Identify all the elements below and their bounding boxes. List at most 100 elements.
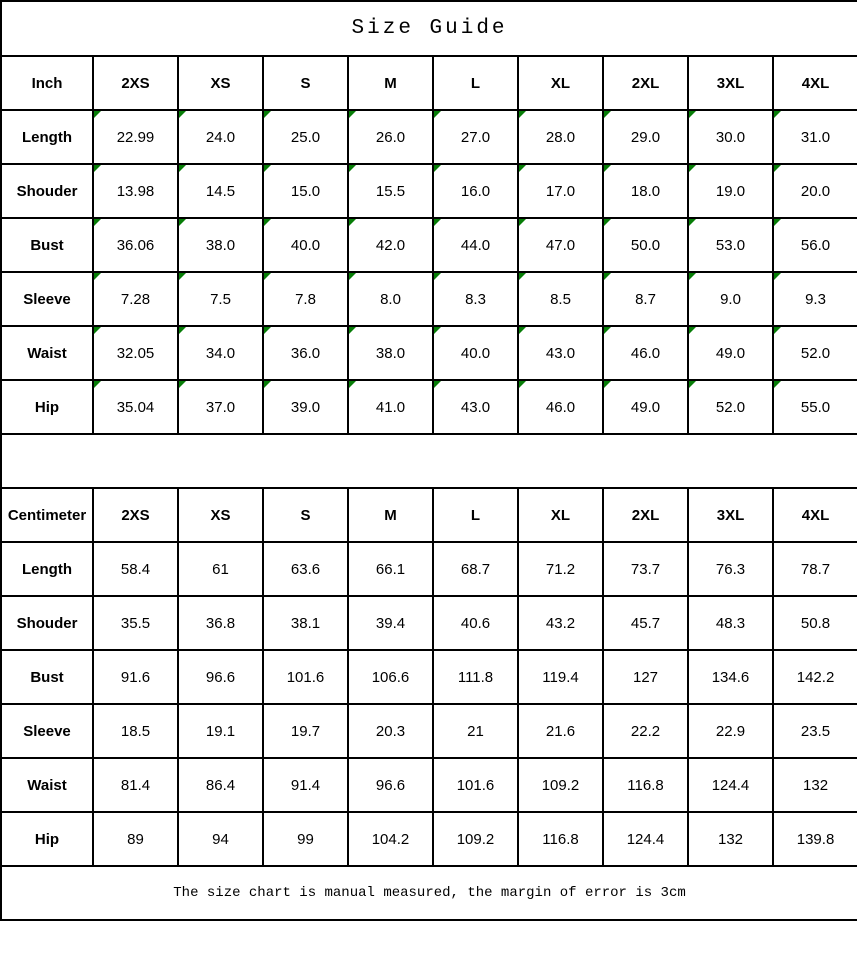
measure-label-cell: Bust xyxy=(0,649,94,705)
value-cell: 8.5 xyxy=(517,271,604,327)
text-format-flag-icon xyxy=(690,166,696,172)
value-cell: 142.2 xyxy=(771,649,857,705)
value-cell: 96.6 xyxy=(177,649,264,705)
value-cell: 86.4 xyxy=(177,757,264,813)
text-format-flag-icon xyxy=(520,274,526,280)
text-format-flag-icon xyxy=(180,220,186,226)
value-cell: 8.7 xyxy=(602,271,689,327)
text-format-flag-icon xyxy=(520,220,526,226)
value-cell: 49.0 xyxy=(602,379,689,435)
value-cell: 8.3 xyxy=(432,271,519,327)
value-cell: 28.0 xyxy=(517,109,604,165)
value-cell: 41.0 xyxy=(347,379,434,435)
value-cell: 23.5 xyxy=(771,703,857,759)
value-cell: 48.3 xyxy=(687,595,774,651)
value-cell: 42.0 xyxy=(347,217,434,273)
text-format-flag-icon xyxy=(350,274,356,280)
value-cell: 7.5 xyxy=(177,271,264,327)
centimeter-row-sleeve: Sleeve 18.5 19.1 19.7 20.3 21 21.6 22.2 22.9 23.5 xyxy=(0,703,857,759)
value-cell: 116.8 xyxy=(517,811,604,867)
inch-row-shouder: Shouder 13.98 14.5 15.0 15.5 16.0 17.0 18.0 19.0… xyxy=(0,163,857,219)
value-cell: 30.0 xyxy=(687,109,774,165)
text-format-flag-icon xyxy=(775,166,781,172)
text-format-flag-icon xyxy=(690,382,696,388)
value-cell: 52.0 xyxy=(771,325,857,381)
value-cell: 9.3 xyxy=(771,271,857,327)
inch-row-bust: Bust 36.06 38.0 40.0 42.0 44.0 47.0 50.0 53.0 56.… xyxy=(0,217,857,273)
value-cell: 50.8 xyxy=(771,595,857,651)
centimeter-row-length: Length 58.4 61 63.6 66.1 68.7 71.2 73.7 76.3 78.7 xyxy=(0,541,857,597)
value-cell: 119.4 xyxy=(517,649,604,705)
text-format-flag-icon xyxy=(775,328,781,334)
value-cell: 24.0 xyxy=(177,109,264,165)
value-cell: 55.0 xyxy=(771,379,857,435)
inch-row-waist: Waist 32.05 34.0 36.0 38.0 40.0 43.0 46.0 49.0 52… xyxy=(0,325,857,381)
value-cell: 19.1 xyxy=(177,703,264,759)
value-cell: 13.98 xyxy=(92,163,179,219)
value-cell: 52.0 xyxy=(687,379,774,435)
text-format-flag-icon xyxy=(690,220,696,226)
value-cell: 58.4 xyxy=(92,541,179,597)
inch-row-length: Length 22.99 24.0 25.0 26.0 27.0 28.0 29.0 30.0 3… xyxy=(0,109,857,165)
value-cell: 104.2 xyxy=(347,811,434,867)
size-header-cell: S xyxy=(262,487,349,543)
title-row: Size Guide xyxy=(0,0,857,57)
text-format-flag-icon xyxy=(180,382,186,388)
text-format-flag-icon xyxy=(265,220,271,226)
text-format-flag-icon xyxy=(350,166,356,172)
text-format-flag-icon xyxy=(435,274,441,280)
value-cell: 43.0 xyxy=(432,379,519,435)
value-cell: 91.4 xyxy=(262,757,349,813)
text-format-flag-icon xyxy=(520,382,526,388)
value-cell: 34.0 xyxy=(177,325,264,381)
value-cell: 134.6 xyxy=(687,649,774,705)
spacer-cell xyxy=(0,433,857,489)
footer-row: The size chart is manual measured, the m… xyxy=(0,865,857,921)
size-guide-sheet: Size Guide Inch 2XS XS S M L XL 2XL 3XL 4XL Lengt… xyxy=(0,0,857,921)
size-header-cell: S xyxy=(262,55,349,111)
text-format-flag-icon xyxy=(435,112,441,118)
value-cell: 22.2 xyxy=(602,703,689,759)
value-cell: 139.8 xyxy=(771,811,857,867)
value-cell: 15.5 xyxy=(347,163,434,219)
unit-header-cell: Centimeter xyxy=(0,487,94,543)
text-format-flag-icon xyxy=(435,220,441,226)
text-format-flag-icon xyxy=(605,220,611,226)
size-header-cell: 3XL xyxy=(687,487,774,543)
size-header-cell: 4XL xyxy=(771,487,857,543)
text-format-flag-icon xyxy=(95,220,101,226)
value-cell: 50.0 xyxy=(602,217,689,273)
value-cell: 29.0 xyxy=(602,109,689,165)
measure-label-cell: Sleeve xyxy=(0,703,94,759)
text-format-flag-icon xyxy=(775,274,781,280)
value-cell: 16.0 xyxy=(432,163,519,219)
measure-label-cell: Length xyxy=(0,109,94,165)
measure-label-cell: Waist xyxy=(0,325,94,381)
value-cell: 26.0 xyxy=(347,109,434,165)
value-cell: 21.6 xyxy=(517,703,604,759)
size-header-cell: 2XS xyxy=(92,55,179,111)
value-cell: 7.28 xyxy=(92,271,179,327)
value-cell: 45.7 xyxy=(602,595,689,651)
text-format-flag-icon xyxy=(435,166,441,172)
value-cell: 27.0 xyxy=(432,109,519,165)
value-cell: 109.2 xyxy=(432,811,519,867)
value-cell: 40.0 xyxy=(432,325,519,381)
value-cell: 61 xyxy=(177,541,264,597)
value-cell: 101.6 xyxy=(432,757,519,813)
text-format-flag-icon xyxy=(520,328,526,334)
text-format-flag-icon xyxy=(180,274,186,280)
text-format-flag-icon xyxy=(180,328,186,334)
value-cell: 18.0 xyxy=(602,163,689,219)
inch-header-row: Inch 2XS XS S M L XL 2XL 3XL 4XL xyxy=(0,55,857,111)
value-cell: 49.0 xyxy=(687,325,774,381)
value-cell: 56.0 xyxy=(771,217,857,273)
centimeter-header-row: Centimeter 2XS XS S M L XL 2XL 3XL 4XL xyxy=(0,487,857,543)
text-format-flag-icon xyxy=(435,328,441,334)
value-cell: 66.1 xyxy=(347,541,434,597)
value-cell: 96.6 xyxy=(347,757,434,813)
inch-row-sleeve: Sleeve 7.28 7.5 7.8 8.0 8.3 8.5 8.7 9.0 9.3 xyxy=(0,271,857,327)
size-header-cell: M xyxy=(347,487,434,543)
measure-label-cell: Shouder xyxy=(0,595,94,651)
value-cell: 68.7 xyxy=(432,541,519,597)
